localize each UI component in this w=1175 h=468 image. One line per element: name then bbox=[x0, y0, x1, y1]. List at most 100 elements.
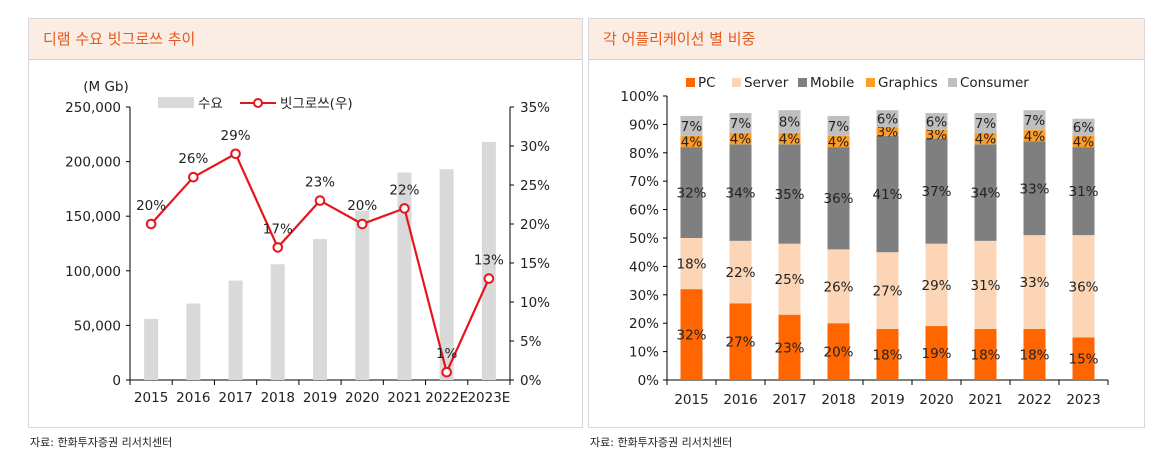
segment-label: 33% bbox=[1019, 275, 1049, 291]
bit-growth-label: 1% bbox=[436, 346, 458, 362]
segment-label: 26% bbox=[823, 279, 853, 295]
segment-label: 7% bbox=[828, 119, 850, 135]
y-tick-label: 20% bbox=[629, 316, 659, 332]
x-tick-label: 2020 bbox=[919, 392, 953, 408]
y-left-tick-label: 100,000 bbox=[65, 264, 121, 280]
stacked-segment-pc bbox=[778, 314, 801, 380]
y-tick-label: 40% bbox=[629, 259, 659, 275]
stacked-segment-consumer bbox=[778, 110, 801, 133]
bit-growth-point bbox=[145, 218, 157, 230]
demand-bar bbox=[439, 169, 454, 380]
stacked-segment-pc bbox=[680, 289, 703, 380]
x-tick-label: 2016 bbox=[723, 392, 757, 408]
x-tick-label: 2017 bbox=[772, 392, 806, 408]
segment-label: 4% bbox=[1073, 134, 1095, 150]
segment-label: 36% bbox=[1068, 279, 1098, 295]
stacked-segment-graphics bbox=[925, 130, 948, 139]
segment-label: 31% bbox=[1068, 184, 1098, 200]
demand-bar bbox=[144, 318, 159, 380]
stacked-segment-mobile bbox=[778, 144, 801, 244]
y-tick-label: 90% bbox=[629, 117, 659, 133]
stacked-segment-pc bbox=[827, 323, 850, 380]
demand-bar bbox=[313, 239, 327, 380]
segment-label: 7% bbox=[1024, 113, 1046, 129]
bit-growth-point bbox=[230, 148, 241, 160]
y-left-tick-label: 250,000 bbox=[65, 100, 121, 116]
y-left-tick-label: 0 bbox=[112, 373, 121, 389]
demand-bar bbox=[481, 141, 496, 380]
y-tick-label: 50% bbox=[629, 231, 659, 247]
stacked-segment-consumer bbox=[974, 113, 997, 133]
stacked-segment-mobile bbox=[729, 144, 752, 241]
y-left-tick-label: 200,000 bbox=[65, 155, 121, 171]
stacked-segment-mobile bbox=[925, 138, 948, 244]
bit-growth-point bbox=[399, 203, 410, 214]
segment-label: 33% bbox=[1019, 181, 1049, 197]
x-tick-label: 2020 bbox=[345, 390, 379, 406]
stacked-segment-pc bbox=[729, 303, 752, 380]
stacked-segment-server bbox=[729, 240, 752, 304]
segment-label: 4% bbox=[681, 134, 703, 150]
segment-label: 32% bbox=[676, 328, 706, 344]
segment-label: 22% bbox=[725, 265, 755, 281]
x-tick-label: 2015 bbox=[674, 392, 708, 408]
y-left-tick-label: 150,000 bbox=[65, 209, 121, 225]
y-left-tick-label: 50,000 bbox=[74, 318, 121, 334]
y-axis-title: (M Gb) bbox=[83, 79, 129, 95]
stacked-segment-server bbox=[778, 243, 801, 315]
segment-label: 18% bbox=[1019, 347, 1049, 363]
stacked-segment-server bbox=[680, 238, 703, 290]
y-right-tick-label: 25% bbox=[520, 178, 550, 194]
legend-label-pc: PC bbox=[698, 75, 716, 91]
stacked-segment-consumer bbox=[925, 113, 948, 131]
bit-growth-label: 26% bbox=[178, 151, 208, 167]
y-tick-label: 80% bbox=[629, 146, 659, 162]
y-tick-label: 60% bbox=[629, 203, 659, 219]
stacked-segment-graphics bbox=[827, 135, 850, 148]
legend-swatch-graphics bbox=[866, 78, 875, 87]
segment-label: 23% bbox=[774, 340, 804, 356]
stacked-segment-mobile bbox=[876, 135, 899, 253]
bit-growth-label: 22% bbox=[389, 182, 419, 198]
bit-growth-point bbox=[356, 218, 368, 230]
stacked-segment-graphics bbox=[1023, 130, 1046, 142]
legend-swatch-mobile bbox=[798, 78, 807, 87]
x-tick-label: 2021 bbox=[387, 390, 421, 406]
stacked-segment-mobile bbox=[1023, 141, 1046, 236]
bit-growth-point bbox=[441, 366, 452, 378]
segment-label: 37% bbox=[921, 184, 951, 200]
segment-label: 34% bbox=[970, 186, 1000, 202]
x-tick-label: 2022E bbox=[425, 390, 468, 406]
segment-label: 7% bbox=[975, 116, 997, 132]
bit-growth-label: 20% bbox=[347, 198, 377, 214]
stacked-segment-pc bbox=[1072, 337, 1095, 380]
y-right-tick-label: 0% bbox=[520, 373, 542, 389]
panel-title: 디램 수요 빗그로쓰 추이 bbox=[29, 19, 582, 60]
segment-label: 19% bbox=[921, 346, 951, 362]
legend-label-mobile: Mobile bbox=[810, 75, 854, 91]
legend-marker-bit-growth bbox=[253, 98, 263, 108]
stacked-segment-pc bbox=[1023, 328, 1046, 380]
x-tick-label: 2023 bbox=[1066, 392, 1100, 408]
bit-growth-point bbox=[483, 273, 495, 284]
segment-label: 4% bbox=[779, 132, 801, 148]
stacked-segment-mobile bbox=[1072, 147, 1095, 236]
bit-growth-point bbox=[314, 195, 326, 206]
demand-bar bbox=[355, 210, 370, 380]
legend-label-server: Server bbox=[744, 75, 789, 91]
stacked-segment-consumer bbox=[1023, 110, 1046, 131]
bit-growth-label: 17% bbox=[263, 221, 293, 237]
legend-swatch-pc bbox=[686, 78, 695, 87]
y-right-tick-label: 35% bbox=[520, 100, 550, 116]
y-right-tick-label: 5% bbox=[520, 334, 542, 350]
y-tick-label: 30% bbox=[629, 288, 659, 304]
segment-label: 36% bbox=[823, 191, 853, 207]
panel-title: 각 어플리케이션 별 비중 bbox=[589, 19, 1144, 60]
legend-label-demand: 수요 bbox=[198, 96, 223, 112]
bit-growth-label: 20% bbox=[136, 198, 166, 214]
segment-label: 25% bbox=[774, 272, 804, 288]
legend-label-graphics: Graphics bbox=[878, 75, 938, 91]
segment-label: 31% bbox=[970, 278, 1000, 294]
segment-label: 4% bbox=[730, 132, 752, 148]
segment-label: 7% bbox=[730, 116, 752, 132]
